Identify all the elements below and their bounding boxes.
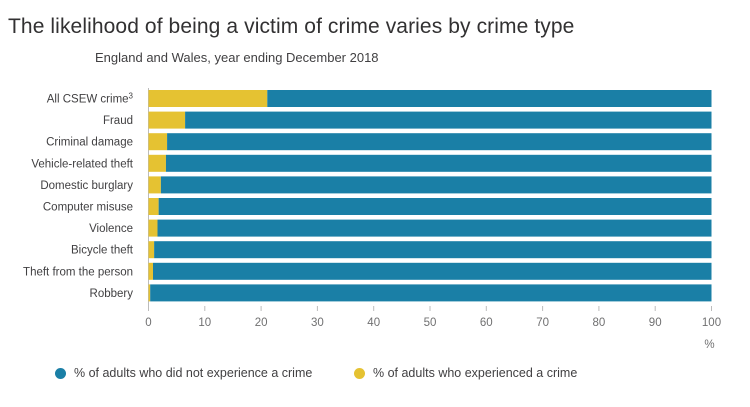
legend-label-not-experienced: % of adults who did not experience a cri…: [74, 366, 313, 380]
x-axis-unit: %: [704, 339, 714, 351]
x-tick-label-2: 20: [255, 317, 268, 329]
category-label-0: All CSEW crime3: [47, 92, 134, 106]
bar-not-experienced-9: [150, 284, 712, 302]
bar-experienced-3: [148, 154, 166, 172]
x-tick-label-1: 10: [198, 317, 211, 329]
bar-experienced-5: [148, 198, 159, 215]
category-label-6: Violence: [89, 223, 133, 235]
bar-not-experienced-6: [157, 219, 712, 237]
bar-not-experienced-5: [158, 198, 712, 215]
category-label-1: Fraud: [103, 115, 133, 127]
legend-item-not-experienced: % of adults who did not experience a cri…: [55, 366, 312, 380]
bar-experienced-0: [148, 90, 268, 107]
bar-experienced-7: [148, 241, 155, 259]
chart-title: The likelihood of being a victim of crim…: [8, 15, 575, 38]
category-label-4: Domestic burglary: [40, 180, 133, 192]
category-label-5: Computer misuse: [43, 202, 133, 214]
bar-not-experienced-0: [267, 90, 712, 107]
bar-experienced-6: [148, 219, 158, 237]
category-label-8: Theft from the person: [23, 266, 133, 278]
category-label-2: Criminal damage: [46, 137, 133, 149]
x-tick-label-4: 40: [367, 317, 380, 329]
x-tick-label-3: 30: [311, 317, 324, 329]
bar-not-experienced-1: [185, 111, 712, 129]
bar-experienced-2: [148, 133, 168, 151]
legend-label-experienced: % of adults who experienced a crime: [373, 366, 578, 380]
chart-subtitle: England and Wales, year ending December …: [95, 50, 379, 65]
legend-swatch-not-experienced: [55, 367, 66, 379]
bar-experienced-4: [148, 176, 161, 194]
x-tick-label-5: 50: [424, 317, 437, 329]
bar-experienced-9: [148, 284, 151, 302]
bar-not-experienced-4: [160, 176, 712, 194]
x-tick-label-9: 90: [649, 317, 662, 329]
category-label-7: Bicycle theft: [71, 245, 134, 257]
category-label-9: Robbery: [90, 288, 134, 300]
x-tick-label-6: 60: [480, 317, 493, 329]
bar-experienced-1: [148, 111, 186, 129]
legend-swatch-experienced: [354, 367, 365, 379]
x-tick-label-8: 80: [593, 317, 606, 329]
x-tick-label-7: 70: [536, 317, 549, 329]
category-label-3: Vehicle-related theft: [31, 158, 133, 170]
bar-not-experienced-2: [167, 133, 712, 151]
legend-item-experienced: % of adults who experienced a crime: [354, 366, 577, 380]
bar-experienced-8: [148, 262, 154, 280]
bar-not-experienced-7: [154, 241, 712, 259]
x-tick-label-0: 0: [145, 317, 151, 329]
bar-not-experienced-3: [165, 154, 712, 172]
bar-not-experienced-8: [153, 262, 712, 280]
x-tick-label-10: 100: [702, 317, 721, 329]
